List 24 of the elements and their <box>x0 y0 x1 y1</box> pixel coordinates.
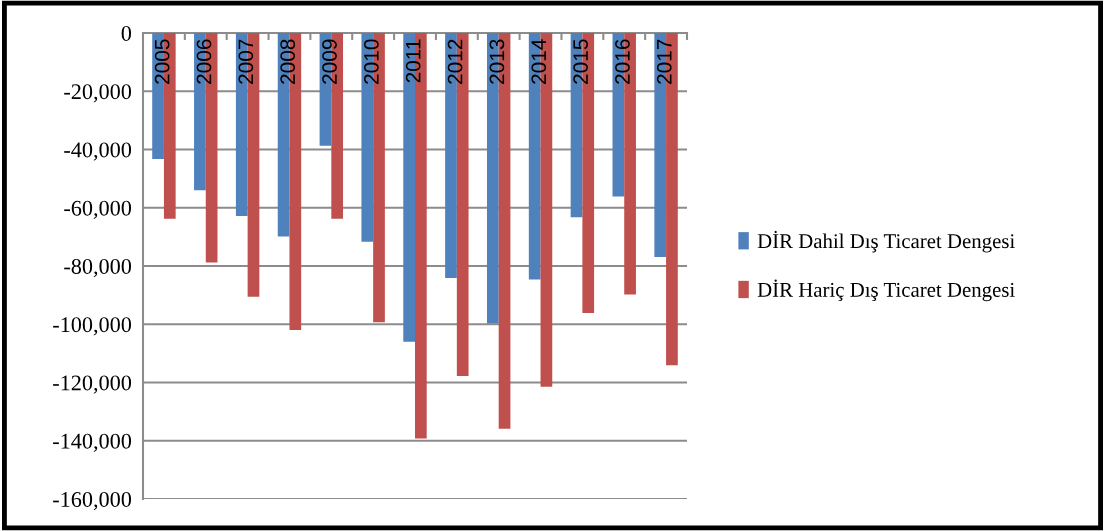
y-tick-label: -140,000 <box>53 433 132 452</box>
x-tick-label: 2009 <box>322 39 337 84</box>
x-tick-label: 2006 <box>196 39 212 84</box>
y-tick-label: -40,000 <box>64 142 132 161</box>
x-tick-label: 2016 <box>615 39 630 84</box>
y-tick-label: -100,000 <box>53 317 132 336</box>
y-tick-label: -60,000 <box>64 200 132 219</box>
x-tick-label: 2014 <box>531 39 547 84</box>
y-tick-label: -20,000 <box>64 84 132 103</box>
x-tick-label: 2011 <box>405 39 421 83</box>
x-tick-label: 2007 <box>238 39 254 84</box>
x-tick-label: 2013 <box>489 39 505 84</box>
x-tick-label: 2005 <box>154 39 170 84</box>
x-tick-label: 2017 <box>656 39 672 84</box>
y-tick-label: -80,000 <box>64 258 132 278</box>
x-tick-label: 2012 <box>447 39 463 84</box>
y-tick-label: 0 <box>121 25 132 41</box>
x-tick-label: 2010 <box>363 39 379 84</box>
y-tick-label: -160,000 <box>53 491 132 511</box>
x-tick-label: 2008 <box>280 39 296 84</box>
legend-label: DİR Dahil Dış Ticaret Dengesi <box>757 230 1015 253</box>
legend-label: DİR Hariç Dış Ticaret Dengesi <box>757 279 1015 302</box>
x-tick-label: 2015 <box>573 39 588 84</box>
y-tick-label: -120,000 <box>53 375 132 394</box>
